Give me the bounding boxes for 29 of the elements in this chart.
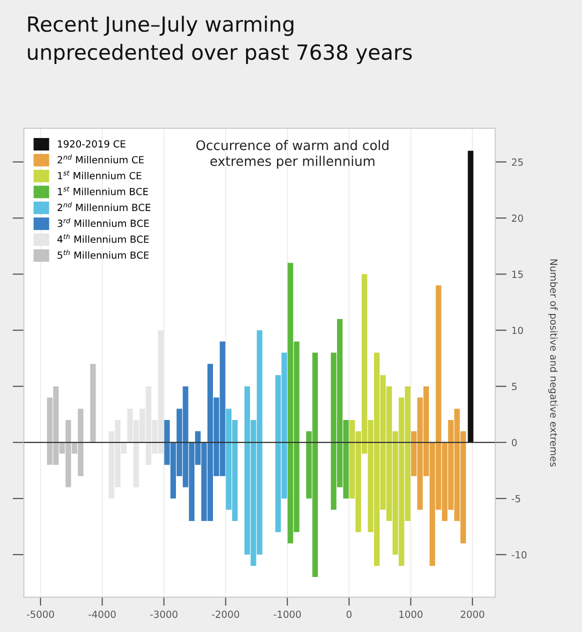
x-tick-label: 2000 xyxy=(460,610,484,618)
legend-label: 2$^{nd}$ Millennium CE xyxy=(58,154,144,164)
y-tick-label: -10 xyxy=(512,551,526,558)
legend-label: 1$^{st}$ Millennium CE xyxy=(58,170,142,180)
y-axis-title: Number of positive and negative extremes xyxy=(548,259,558,467)
y-tick-label: 20 xyxy=(512,214,523,222)
legend-label: 2$^{nd}$ Millennium BCE xyxy=(58,202,150,212)
x-tick-label: 0 xyxy=(346,610,352,618)
bar xyxy=(468,150,474,442)
legend-label: 3$^{rd}$ Millennium BCE xyxy=(58,218,149,228)
y-tick-label: 5 xyxy=(512,382,517,390)
x-tick-label: -4000 xyxy=(88,610,116,618)
legend-label: 4$^{th}$ Millennium BCE xyxy=(57,234,149,243)
x-tick-label: -5000 xyxy=(26,610,54,618)
y-tick-label: 10 xyxy=(512,326,523,334)
bar xyxy=(90,364,96,442)
x-tick-label: -2000 xyxy=(212,610,240,618)
y-tick-label: -5 xyxy=(512,495,520,502)
chart-title: Recent June–July warming unprecedented over past 7638 years xyxy=(28,16,412,64)
x-tick-label: -1000 xyxy=(274,610,301,618)
x-tick-label: 1000 xyxy=(399,610,422,618)
legend-label: 5$^{th}$ Millennium BCE xyxy=(58,250,149,259)
y-tick-label: 15 xyxy=(512,270,523,278)
x-tick-label: -3000 xyxy=(150,610,178,618)
legend-label: 1920-2019 CE xyxy=(58,140,126,148)
legend-label: 1$^{st}$ Millennium BCE xyxy=(58,186,148,196)
y-tick-label: 25 xyxy=(512,158,523,166)
text: Occurrence of warm and cold extremes per millennium xyxy=(196,140,388,169)
y-tick-label: 0 xyxy=(512,438,517,446)
